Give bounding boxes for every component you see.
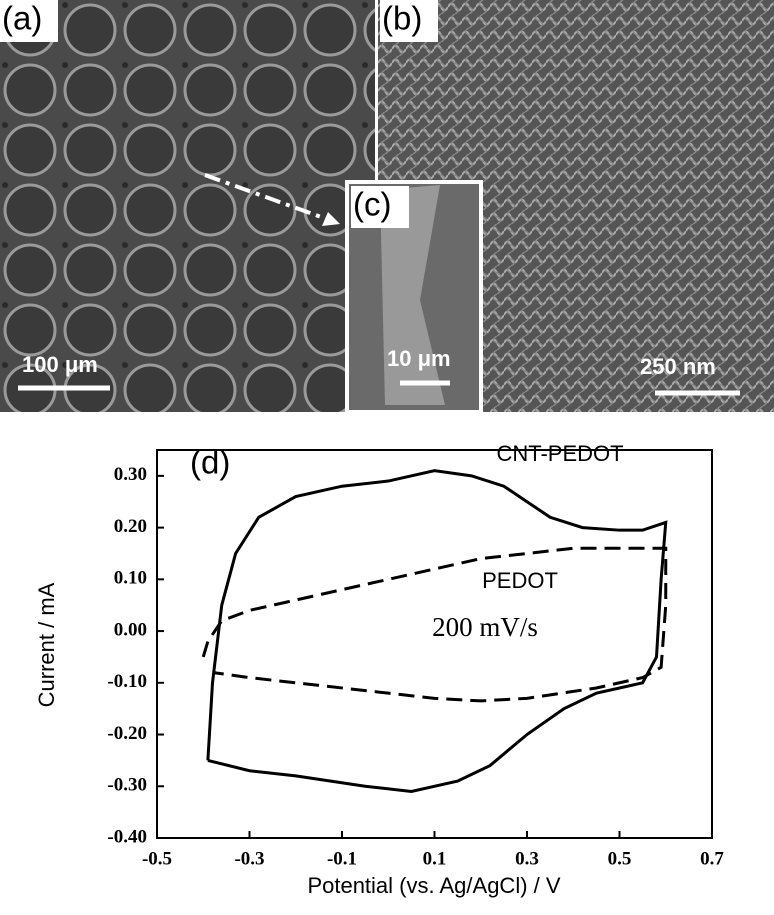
x-tick-label: 0.1: [423, 848, 447, 869]
y-tick-label: -0.20: [107, 723, 147, 744]
panel-label: (b): [382, 0, 422, 37]
scale-bar-label: 10 μm: [387, 346, 451, 371]
arrow: [204, 173, 336, 224]
y-tick-label: 0.30: [114, 464, 147, 485]
x-tick-label: 0.3: [515, 848, 539, 869]
y-tick-label: -0.30: [107, 775, 147, 796]
x-axis-label: Potential (vs. Ag/AgCl) / V: [307, 873, 560, 898]
x-tick-label: 0.7: [700, 848, 724, 869]
x-tick-label: -0.1: [327, 848, 357, 869]
label-bg: [380, 0, 438, 42]
x-tick-label: 0.5: [608, 848, 632, 869]
scale-bar-label: 100 μm: [22, 352, 98, 377]
scale-bar-label: 250 nm: [640, 354, 716, 379]
x-tick-label: -0.3: [234, 848, 264, 869]
y-tick-label: -0.10: [107, 671, 147, 692]
series-label: PEDOT: [482, 568, 558, 593]
plot-frame: [156, 449, 713, 839]
panel-label: (a): [2, 0, 42, 37]
cv-curve: [201, 546, 668, 703]
y-tick-label: 0.20: [114, 516, 147, 537]
fiber-shape: [380, 185, 445, 405]
y-tick-label: -0.40: [107, 826, 147, 847]
panel-label: (d): [190, 444, 230, 481]
arrow-head: [322, 212, 340, 226]
x-tick-label: -0.5: [142, 848, 172, 869]
y-axis-label: Current / mA: [34, 582, 59, 707]
y-tick-label: 0.10: [114, 568, 147, 589]
cv-curve: [206, 469, 668, 793]
y-tick-label: 0.00: [114, 619, 147, 640]
annotation: 200 mV/s: [432, 612, 538, 642]
panel-label: (c): [353, 186, 391, 223]
series-label: CNT-PEDOT: [496, 441, 623, 466]
label-bg: [351, 186, 409, 228]
sem-image-a: [0, 0, 375, 412]
label-bg: [0, 0, 58, 42]
